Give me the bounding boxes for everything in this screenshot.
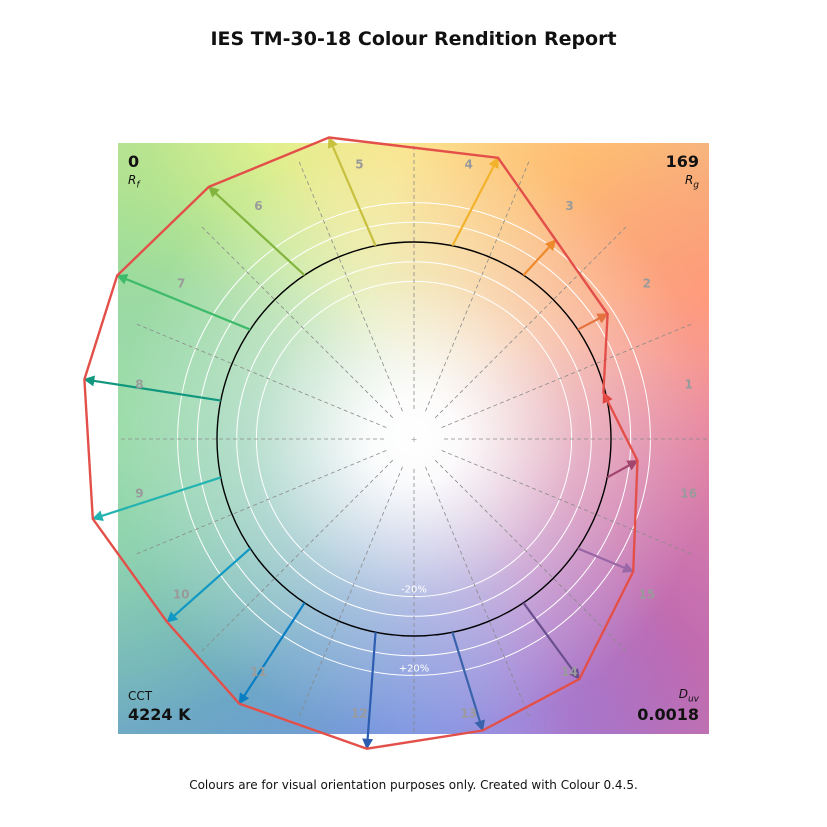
radial-gridline [298,466,403,717]
hue-bin-label: 2 [643,276,651,290]
hue-bin-label: 12 [351,707,368,721]
hue-shift-arrow [451,156,500,247]
hue-bin-label: 7 [177,276,185,290]
scale-circle [196,221,632,657]
hue-shift-arrow [362,632,377,750]
hue-bin-label: 5 [355,157,363,171]
rf-label: Rf [128,173,140,191]
hue-bin-label: 10 [173,588,190,602]
hue-shift-arrow [577,312,609,331]
duv-value: 0.0018 [637,705,699,724]
footer-note: Colours are for visual orientation purpo… [189,778,638,792]
hue-bin-label: 13 [460,707,477,721]
radial-gridline [425,466,530,717]
hue-shift-arrow [116,274,251,331]
radial-gridline [201,226,394,419]
hue-shift-arrow [327,136,377,247]
rg-value: 169 [665,152,699,171]
rg-label: Rg [684,173,699,191]
hue-shift-arrow [606,459,639,479]
hue-bin-label: 6 [254,199,262,213]
rf-value: 0 [128,152,140,171]
hue-shift-arrow [83,375,221,402]
radial-gridline [441,323,692,428]
grid [118,143,709,734]
hue-shift-arrow [522,602,581,681]
test-gamut-polygon [83,136,639,750]
radial-gridline [298,161,403,412]
ring-label-outer: +20% [399,663,430,674]
duv-label: Duv [678,687,699,705]
hue-bin-label: 14 [561,665,578,679]
radial-gridline [425,161,530,412]
hue-bin-label: 15 [638,588,655,602]
radial-gridline [434,226,627,419]
hue-bin-label: 8 [135,377,143,391]
marks [83,136,639,750]
radial-gridline [441,450,692,555]
hue-shift-arrow [577,547,635,573]
hue-bin-label: 11 [250,665,267,679]
radial-gridline [434,459,627,652]
hue-bin-label: 4 [464,157,472,171]
center-mark: + [411,435,418,444]
cct-label: CCT [128,689,153,703]
chart-title: IES TM-30-18 Colour Rendition Report [210,28,617,50]
hue-bin-label: 1 [684,377,692,391]
hue-shift-arrow [522,239,557,276]
hue-shift-arrow [166,547,251,623]
reference-circle [216,241,612,637]
hue-shift-arrow [238,602,306,705]
hue-bin-label: 9 [135,487,143,501]
hue-shift-arrow [91,476,222,521]
hue-bin-label: 3 [565,199,573,213]
hue-shift-arrow [207,186,306,277]
radial-gridline [201,459,394,652]
hue-shift-arrow [451,631,485,732]
hue-bin-label: 16 [680,487,697,501]
radial-gridline [136,450,387,555]
radial-gridline [136,323,387,428]
cct-value: 4224 K [128,705,191,724]
ring-label-inner: -20% [401,585,427,596]
